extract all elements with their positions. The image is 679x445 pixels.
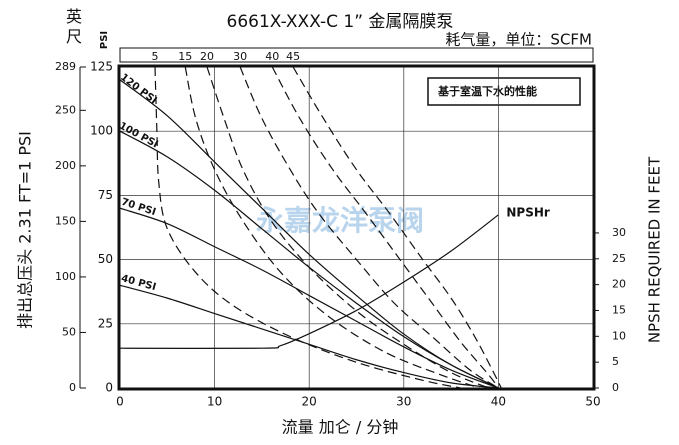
air-label: 40 — [265, 50, 279, 63]
feet-unit: 英尺 — [63, 8, 82, 48]
feet-tick-label: 100 — [55, 270, 76, 283]
air-label: 20 — [200, 50, 214, 63]
x-tick-label: 0 — [116, 395, 124, 409]
series-label: 120 PSI — [118, 72, 159, 107]
curve — [119, 214, 499, 349]
x-tick-label: 30 — [396, 395, 411, 409]
watermark: 永嘉龙洋泵阀 — [256, 204, 424, 237]
curve — [292, 66, 502, 389]
npsh-label: NPSHr — [506, 205, 550, 219]
y-tick-label: 75 — [98, 188, 113, 202]
feet-tick-label: 200 — [55, 159, 76, 172]
curve — [119, 207, 499, 389]
curve — [184, 66, 480, 389]
plot-frame — [117, 64, 596, 391]
curve — [154, 66, 461, 389]
y2-tick-label: 0 — [612, 381, 619, 394]
y2-axis-label: NPSH REQUIRED IN FEET — [646, 156, 664, 343]
air-label: 15 — [178, 50, 192, 63]
y2-tick-label: 30 — [612, 226, 626, 239]
y-tick-label: 25 — [98, 316, 113, 330]
curve — [239, 66, 499, 389]
note: 基于室温下水的性能 — [437, 84, 537, 98]
y2-tick-label: 20 — [612, 278, 626, 291]
top-axis-band — [119, 47, 594, 63]
air-label: 5 — [152, 50, 159, 63]
y2-tick-label: 25 — [612, 252, 626, 265]
feet-tick-label: 289 — [55, 60, 76, 73]
x-tick-label: 40 — [491, 395, 506, 409]
curve — [206, 66, 490, 389]
y-tick-label: 50 — [98, 252, 113, 266]
chart-title: 6661X-XXX-C 1” 金属隔膜泵 — [227, 12, 454, 32]
x-tick-label: 50 — [585, 395, 600, 409]
feet-tick-label: 0 — [69, 381, 76, 394]
feet-tick-label: 50 — [62, 325, 76, 338]
x-axis-label: 流量 加仑 / 分钟 — [282, 418, 399, 437]
y2-tick-label: 15 — [612, 303, 626, 316]
note-box — [427, 77, 581, 106]
top-axis-label: 耗气量，单位：SCFM — [445, 31, 592, 49]
feet-tick-label: 150 — [55, 214, 76, 227]
y-tick-label: 125 — [90, 60, 113, 74]
air-label: 45 — [286, 50, 300, 63]
y2-tick-label: 5 — [612, 355, 619, 368]
y2-tick-label: 10 — [612, 329, 626, 342]
series-label: 70 PSI — [120, 197, 157, 219]
x-tick-label: 20 — [302, 395, 317, 409]
series-label: 100 PSI — [117, 120, 160, 150]
y-axis-label: 排出总压头 2.31 FT=1 PSI — [16, 131, 35, 329]
y-tick-label: 0 — [105, 381, 113, 395]
psi-unit: PSI — [99, 31, 110, 49]
x-tick-label: 10 — [207, 395, 222, 409]
air-label: 30 — [233, 50, 247, 63]
y-tick-label: 100 — [90, 124, 113, 138]
curve — [271, 66, 499, 389]
feet-tick-label: 250 — [55, 103, 76, 116]
